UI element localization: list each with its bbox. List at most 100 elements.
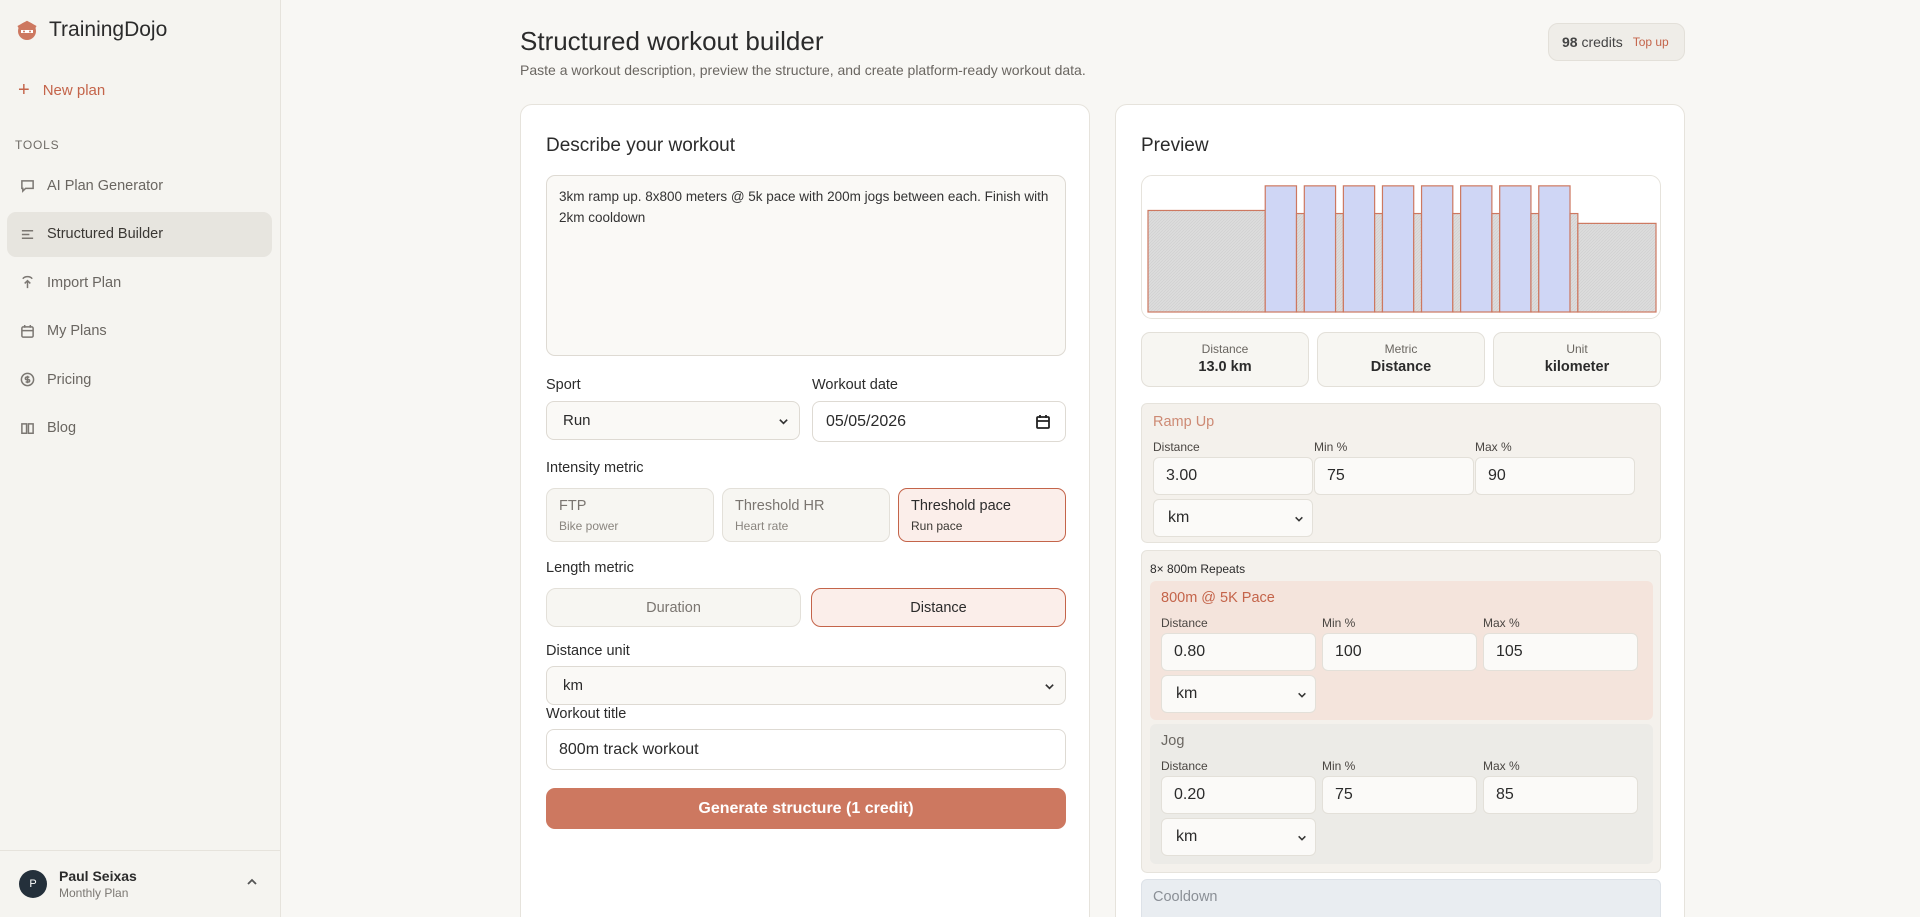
distance-unit-select[interactable]: km: [546, 666, 1066, 705]
sidebar-item-blog[interactable]: Blog: [7, 406, 272, 451]
chart-bar-work-7: [1381, 185, 1415, 313]
distance-field-label: Distance: [1161, 616, 1208, 630]
chevron-down-icon: [1295, 516, 1303, 522]
workout-title-label: Workout title: [546, 706, 627, 722]
step-name: 800m @ 5K Pace: [1161, 590, 1275, 606]
option-title: Threshold HR: [735, 498, 825, 514]
user-menu[interactable]: P Paul Seixas Monthly Plan: [0, 850, 281, 917]
chart-bar-recovery-14: [1530, 212, 1540, 313]
option-subtitle: Run pace: [911, 519, 963, 533]
option-subtitle: Heart rate: [735, 519, 789, 533]
work-distance-input[interactable]: 0.80: [1161, 633, 1316, 671]
stat-key: Distance: [1201, 342, 1249, 356]
workout-title-value: 800m track workout: [559, 740, 699, 758]
new-plan-button[interactable]: + New plan: [18, 80, 105, 100]
workout-description-textarea[interactable]: 3km ramp up. 8x800 meters @ 5k pace with…: [546, 175, 1066, 356]
brand-name: TrainingDojo: [49, 18, 168, 41]
stat-unit: Unit kilometer: [1493, 332, 1661, 387]
option-subtitle: Bike power: [559, 519, 619, 533]
chart-bar-work-1: [1264, 185, 1298, 313]
stat-value: Distance: [1370, 359, 1432, 375]
intensity-metric-label: Intensity metric: [546, 460, 644, 476]
distance-field-label: Distance: [1153, 440, 1200, 454]
sidebar-item-ai-plan-generator[interactable]: AI Plan Generator: [7, 163, 272, 208]
chevron-down-icon: [1298, 835, 1306, 841]
top-up-link[interactable]: Top up: [1632, 35, 1669, 49]
brand[interactable]: TrainingDojo: [15, 18, 167, 42]
length-option-distance[interactable]: Distance: [811, 588, 1066, 627]
describe-workout-card: Describe your workout 3km ramp up. 8x800…: [520, 104, 1090, 917]
workout-date-input[interactable]: 05/05/2026: [812, 401, 1066, 442]
sidebar-item-structured-builder[interactable]: Structured Builder: [7, 211, 272, 257]
intensity-option-threshold-pace[interactable]: Threshold pace Run pace: [898, 488, 1066, 542]
max-field-label: Max %: [1475, 440, 1512, 454]
work-unit-select[interactable]: km: [1161, 675, 1316, 713]
chevron-up-icon[interactable]: [245, 875, 259, 889]
ramp-distance-input[interactable]: 3.00: [1153, 457, 1313, 495]
chart-bar-work-11: [1460, 185, 1493, 313]
step-ramp-up: Ramp Up Distance Min % Max % 3.00 75 90 …: [1141, 403, 1661, 543]
min-field-label: Min %: [1322, 759, 1356, 773]
jog-distance-input[interactable]: 0.20: [1161, 776, 1316, 814]
stat-key: Metric: [1384, 342, 1418, 356]
chevron-down-icon: [779, 419, 788, 425]
work-min-input[interactable]: 100: [1322, 633, 1477, 671]
chart-bar-recovery-4: [1334, 212, 1344, 313]
distance-unit-label: Distance unit: [546, 643, 630, 659]
sport-select[interactable]: Run: [546, 401, 800, 440]
jog-unit-select[interactable]: km: [1161, 818, 1316, 856]
import-icon: [22, 275, 33, 289]
chart-bar-work-5: [1342, 185, 1376, 313]
stat-value: 13.0 km: [1198, 359, 1252, 375]
length-option-duration[interactable]: Duration: [546, 588, 801, 627]
user-plan: Monthly Plan: [59, 886, 129, 900]
chart-bar-work-9: [1420, 185, 1454, 313]
chart-svg: [1147, 185, 1657, 313]
workout-structure-chart: [1141, 175, 1661, 319]
jog-min-input[interactable]: 75: [1322, 776, 1477, 814]
step-jog: Jog Distance Min % Max % 0.20 75 85 km: [1150, 724, 1653, 864]
stat-distance: Distance 13.0 km: [1141, 332, 1309, 387]
sidebar-item-label: Structured Builder: [47, 226, 164, 242]
list-icon: [21, 229, 34, 239]
ramp-unit-select[interactable]: km: [1153, 499, 1313, 537]
plus-icon: +: [18, 79, 30, 101]
sidebar-item-import-plan[interactable]: Import Plan: [7, 260, 272, 305]
generate-structure-button[interactable]: Generate structure (1 credit): [546, 788, 1066, 829]
chart-bar-recovery-6: [1374, 212, 1384, 313]
chart-bar-work-3: [1303, 185, 1337, 313]
unit-value: km: [1168, 509, 1190, 526]
ramp-max-input[interactable]: 90: [1475, 457, 1635, 495]
chat-icon: [21, 180, 34, 193]
chart-bar-recovery-8: [1413, 212, 1423, 313]
new-plan-label: New plan: [42, 81, 106, 99]
book-icon: [21, 422, 34, 434]
sidebar-item-my-plans[interactable]: My Plans: [7, 309, 272, 354]
workout-date-value: 05/05/2026: [826, 412, 907, 430]
workout-date-label: Workout date: [812, 377, 898, 393]
preview-heading: Preview: [1141, 135, 1209, 156]
distance-field-label: Distance: [1161, 759, 1208, 773]
intensity-option-threshold-hr[interactable]: Threshold HR Heart rate: [722, 488, 890, 542]
tools-section-label: TOOLS: [15, 138, 60, 152]
credits-badge: 98 credits Top up: [1548, 23, 1685, 61]
min-field-label: Min %: [1314, 440, 1348, 454]
page-subtitle: Paste a workout description, preview the…: [520, 62, 1086, 78]
workout-title-input[interactable]: 800m track workout: [546, 729, 1066, 770]
ramp-min-input[interactable]: 75: [1314, 457, 1474, 495]
work-max-input[interactable]: 105: [1483, 633, 1638, 671]
calendar-icon[interactable]: [1035, 414, 1051, 430]
distance-unit-value: km: [563, 677, 583, 694]
unit-value: km: [1176, 685, 1198, 702]
dollar-icon: [20, 372, 35, 387]
chart-bar-recovery-10: [1452, 212, 1462, 313]
length-metric-label: Length metric: [546, 560, 634, 576]
repeat-label: 8× 800m Repeats: [1150, 562, 1246, 576]
sidebar-item-label: My Plans: [47, 323, 107, 339]
sidebar-item-pricing[interactable]: Pricing: [7, 357, 272, 402]
jog-max-input[interactable]: 85: [1483, 776, 1638, 814]
sport-label: Sport: [546, 377, 581, 393]
chart-bar-recovery-12: [1491, 212, 1501, 313]
stat-metric: Metric Distance: [1317, 332, 1485, 387]
intensity-option-ftp[interactable]: FTP Bike power: [546, 488, 714, 542]
